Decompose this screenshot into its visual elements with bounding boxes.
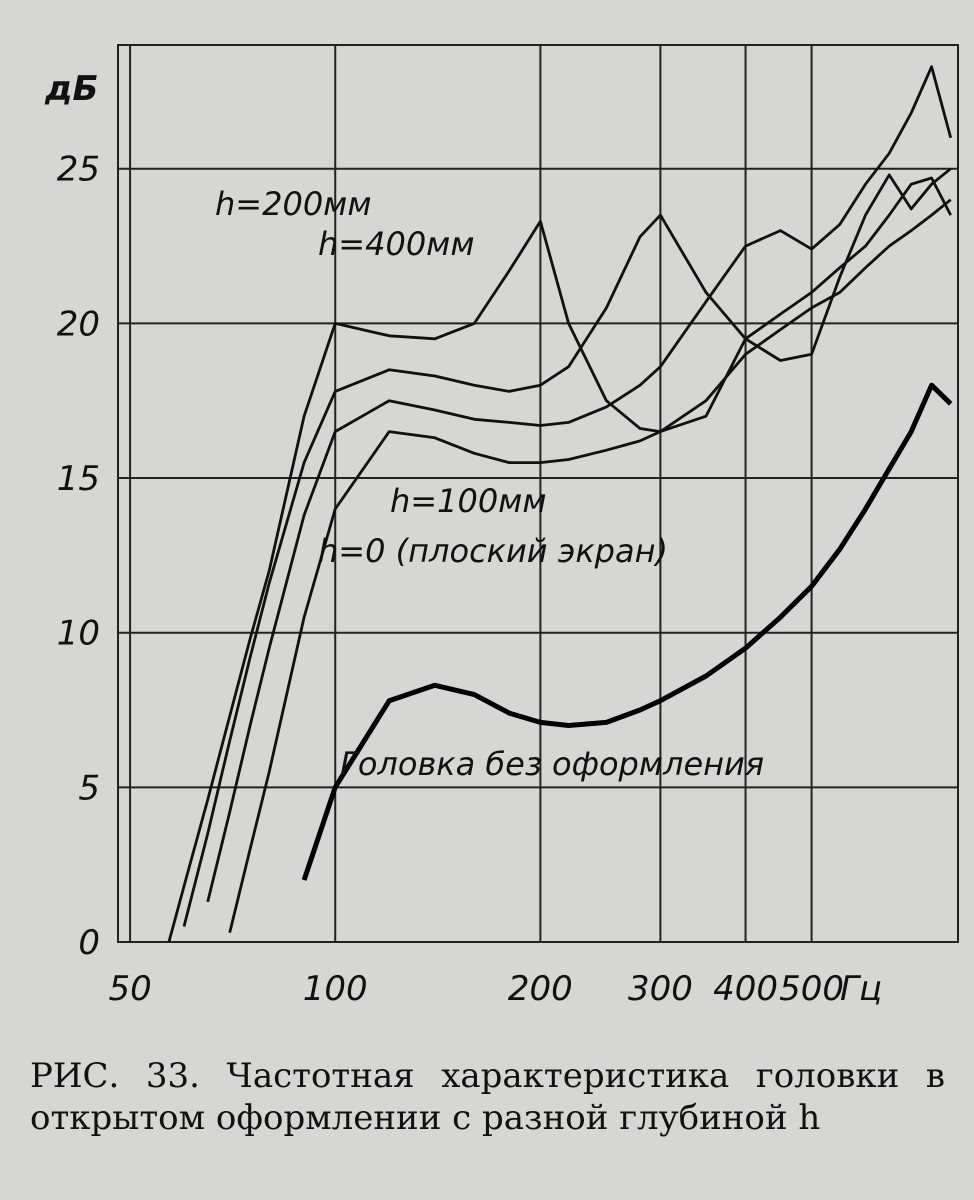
x-tick-label: 200 bbox=[508, 969, 573, 1009]
series-label: h=200мм bbox=[215, 185, 371, 223]
y-tick-label: 10 bbox=[57, 614, 100, 654]
line bbox=[182, 167, 952, 927]
y-tick-label: 25 bbox=[57, 150, 100, 190]
caption: РИС. 33. Частотная характеристика головк… bbox=[30, 1056, 945, 1138]
x-axis-label: Гц bbox=[840, 969, 882, 1009]
series-label: h=100мм bbox=[390, 482, 546, 520]
series-label: h=400мм bbox=[318, 225, 474, 263]
line bbox=[228, 198, 952, 934]
y-tick-label: 5 bbox=[78, 768, 100, 808]
x-tick-label: 50 bbox=[108, 969, 151, 1009]
y-tick-label: 0 bbox=[78, 923, 100, 963]
y-axis-label: дБ bbox=[44, 69, 98, 109]
y-tick-label: 20 bbox=[57, 304, 100, 344]
y-tick-label: 15 bbox=[57, 459, 100, 499]
x-tick-label: 300 bbox=[628, 969, 693, 1009]
x-tick-label: 100 bbox=[303, 969, 368, 1009]
line bbox=[206, 65, 953, 903]
line bbox=[167, 176, 952, 943]
x-tick-label: 400 bbox=[713, 969, 778, 1009]
series-label: Головка без оформления bbox=[340, 745, 764, 783]
chart: дБ Гц 0 5 10 15 20 25 50 100 200 300 400 500 h=200мм… bbox=[44, 44, 959, 1009]
x-tick-label: 500 bbox=[779, 969, 844, 1009]
series-label: h=0 (плоский экран) bbox=[318, 532, 668, 570]
line bbox=[301, 382, 953, 881]
